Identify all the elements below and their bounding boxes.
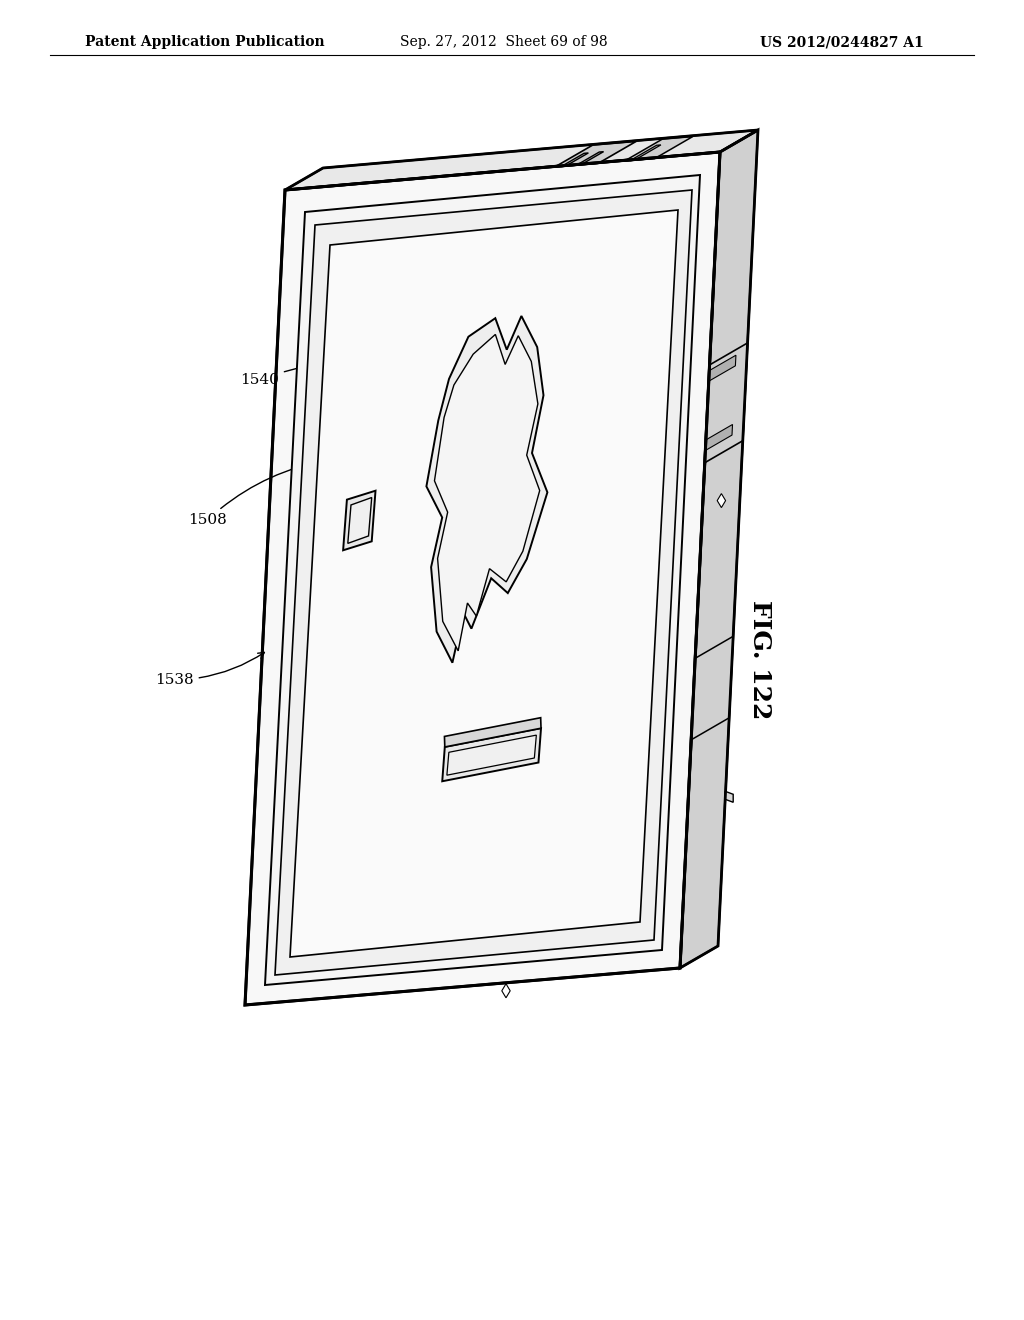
Text: US 2012/0244827 A1: US 2012/0244827 A1 (760, 36, 924, 49)
Polygon shape (343, 491, 376, 550)
Polygon shape (709, 355, 736, 381)
Polygon shape (555, 141, 636, 168)
Polygon shape (705, 343, 748, 463)
Text: Sep. 27, 2012  Sheet 69 of 98: Sep. 27, 2012 Sheet 69 of 98 (400, 36, 607, 49)
Polygon shape (348, 498, 372, 544)
Polygon shape (434, 334, 540, 651)
Polygon shape (442, 729, 541, 781)
Polygon shape (706, 425, 732, 450)
Text: 1540: 1540 (240, 356, 376, 387)
Polygon shape (725, 791, 733, 803)
Polygon shape (446, 735, 537, 775)
Polygon shape (561, 153, 589, 166)
Polygon shape (630, 145, 660, 161)
Polygon shape (625, 136, 693, 161)
Polygon shape (444, 718, 541, 747)
Polygon shape (265, 176, 700, 985)
Polygon shape (717, 494, 726, 508)
Text: 1508: 1508 (188, 459, 326, 527)
Polygon shape (577, 152, 603, 165)
Polygon shape (691, 636, 733, 739)
Text: FIG. 122: FIG. 122 (748, 601, 772, 719)
Polygon shape (502, 983, 510, 998)
Polygon shape (290, 210, 678, 957)
Polygon shape (275, 190, 692, 975)
Text: Patent Application Publication: Patent Application Publication (85, 36, 325, 49)
Text: 1538: 1538 (155, 652, 264, 686)
Polygon shape (285, 129, 758, 190)
Polygon shape (245, 152, 720, 1005)
Polygon shape (680, 129, 758, 968)
Polygon shape (426, 315, 548, 663)
